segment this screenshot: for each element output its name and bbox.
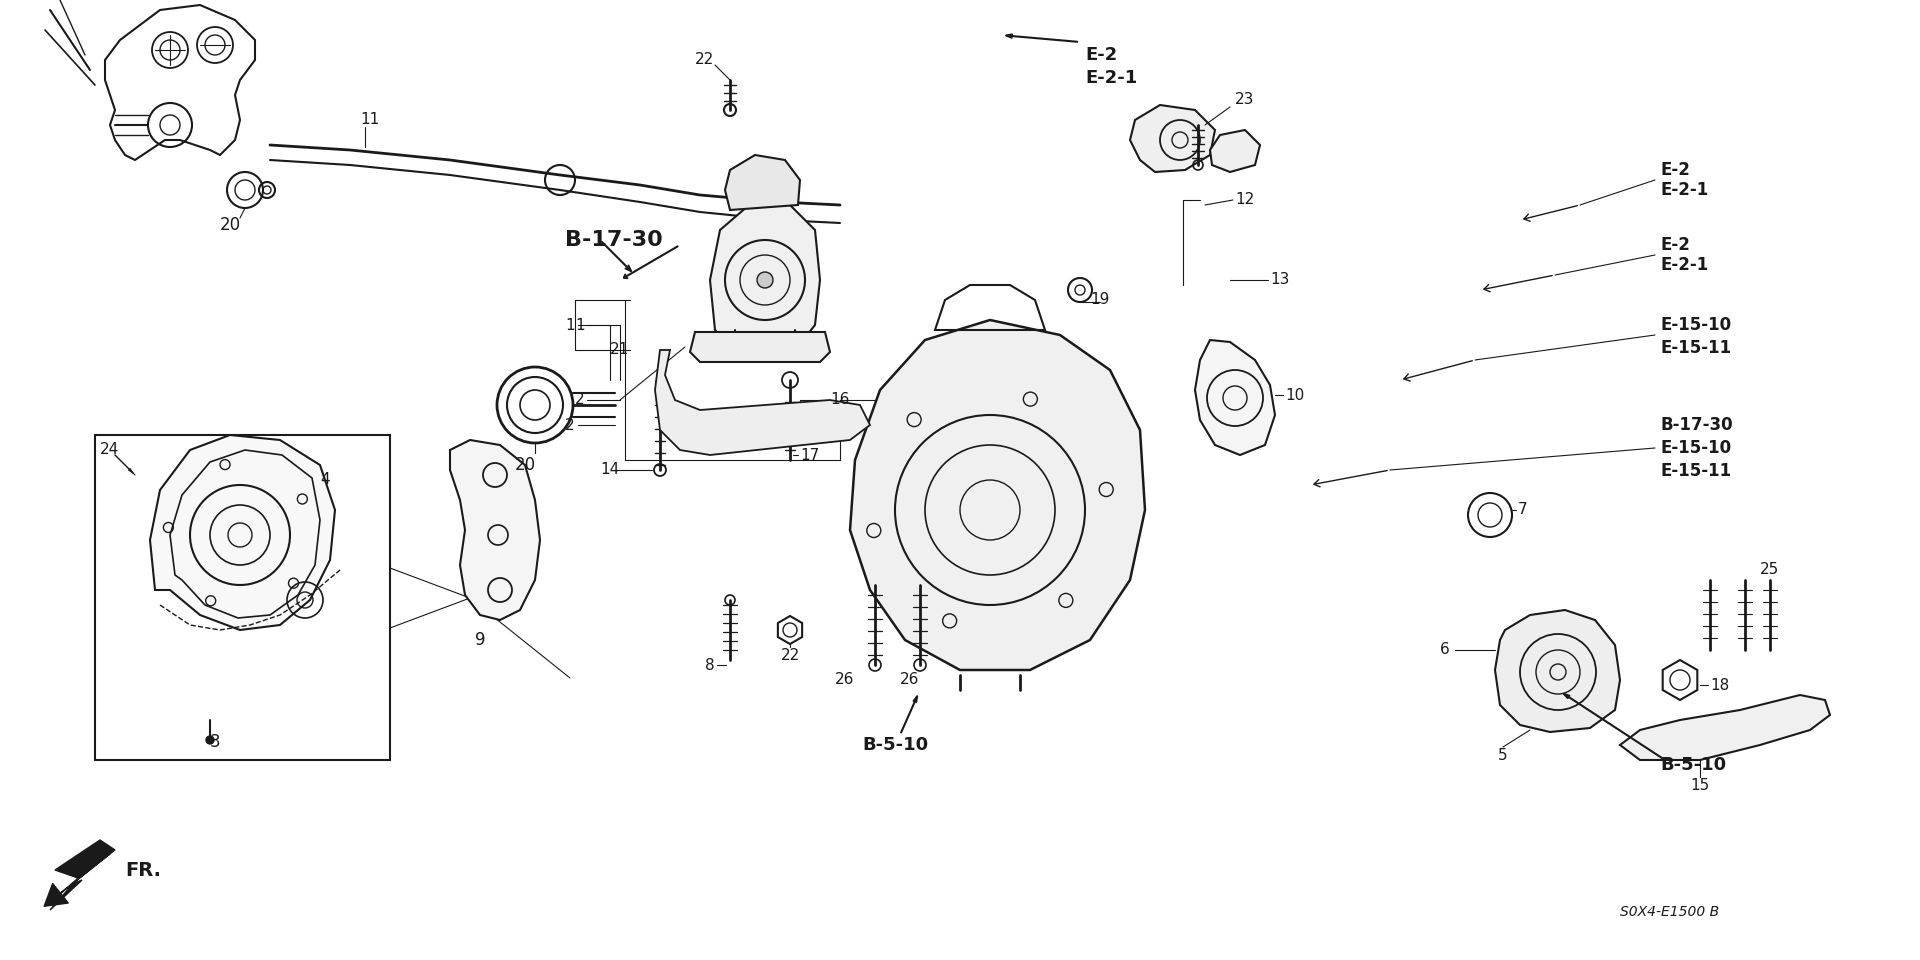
Text: 9: 9 <box>474 631 486 649</box>
Circle shape <box>205 736 213 744</box>
Polygon shape <box>710 200 820 360</box>
Circle shape <box>756 272 774 288</box>
Text: E-2: E-2 <box>1661 161 1690 179</box>
Text: E-2: E-2 <box>1661 236 1690 254</box>
Text: E-2-1: E-2-1 <box>1085 69 1137 87</box>
Polygon shape <box>726 155 801 210</box>
Text: 7: 7 <box>1519 502 1528 517</box>
Text: 16: 16 <box>829 393 849 407</box>
Text: 1: 1 <box>574 318 584 332</box>
Text: 20: 20 <box>219 216 240 234</box>
Text: 6: 6 <box>1440 642 1450 658</box>
Text: 23: 23 <box>1235 92 1254 108</box>
Text: 24: 24 <box>100 443 119 458</box>
Text: 19: 19 <box>1091 293 1110 307</box>
Text: E-15-10: E-15-10 <box>1661 316 1732 334</box>
Text: FR.: FR. <box>125 860 161 879</box>
Text: 21: 21 <box>611 343 630 357</box>
Polygon shape <box>1496 610 1620 732</box>
Text: B-17-30: B-17-30 <box>564 230 662 250</box>
Text: 10: 10 <box>1284 388 1304 402</box>
Text: 20: 20 <box>515 456 536 474</box>
Text: 18: 18 <box>1711 678 1730 692</box>
Polygon shape <box>150 435 334 630</box>
Polygon shape <box>851 320 1144 670</box>
Text: 26: 26 <box>835 673 854 687</box>
Text: 17: 17 <box>801 447 820 463</box>
Text: 22: 22 <box>695 53 714 67</box>
Text: E-2: E-2 <box>1085 46 1117 64</box>
Text: 1: 1 <box>564 318 574 332</box>
Text: E-15-10: E-15-10 <box>1661 439 1732 457</box>
Polygon shape <box>689 332 829 362</box>
Text: 13: 13 <box>1269 273 1290 287</box>
Text: S0X4-E1500 B: S0X4-E1500 B <box>1620 905 1718 919</box>
Text: E-15-11: E-15-11 <box>1661 339 1732 357</box>
Text: 12: 12 <box>1235 193 1254 207</box>
Text: 4: 4 <box>321 472 330 488</box>
Text: 15: 15 <box>1690 778 1709 793</box>
Polygon shape <box>50 840 115 910</box>
Text: E-2-1: E-2-1 <box>1661 256 1709 274</box>
Text: 5: 5 <box>1498 748 1507 762</box>
Polygon shape <box>1131 105 1215 172</box>
Text: E-2-1: E-2-1 <box>1661 181 1709 199</box>
Bar <box>94 435 390 760</box>
Text: B-5-10: B-5-10 <box>862 736 927 754</box>
Text: E-15-11: E-15-11 <box>1661 462 1732 480</box>
Text: 22: 22 <box>780 647 799 662</box>
Polygon shape <box>655 350 870 455</box>
Text: 2: 2 <box>564 418 574 433</box>
Text: 14: 14 <box>599 463 620 477</box>
Polygon shape <box>449 440 540 620</box>
Polygon shape <box>1210 130 1260 172</box>
Text: 11: 11 <box>361 112 380 128</box>
Text: 3: 3 <box>209 733 221 751</box>
Polygon shape <box>1194 340 1275 455</box>
Text: B-5-10: B-5-10 <box>1661 756 1726 774</box>
Polygon shape <box>1620 695 1830 760</box>
Text: B-17-30: B-17-30 <box>1661 416 1732 434</box>
Text: 8: 8 <box>705 658 714 673</box>
Text: 25: 25 <box>1761 563 1780 578</box>
Text: 26: 26 <box>900 673 920 687</box>
Text: 2: 2 <box>574 393 584 407</box>
